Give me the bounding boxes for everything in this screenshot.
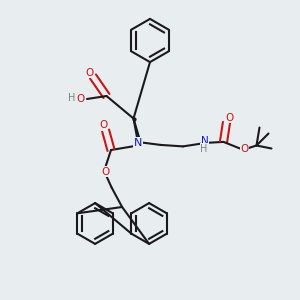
Text: N: N bbox=[134, 137, 142, 148]
Text: H: H bbox=[68, 92, 75, 103]
Text: O: O bbox=[225, 112, 234, 123]
Text: O: O bbox=[76, 94, 85, 104]
Text: O: O bbox=[241, 143, 249, 154]
Text: O: O bbox=[101, 167, 110, 177]
Text: N: N bbox=[201, 136, 209, 146]
Text: O: O bbox=[85, 68, 94, 78]
Text: O: O bbox=[100, 120, 108, 130]
Text: H: H bbox=[200, 144, 208, 154]
